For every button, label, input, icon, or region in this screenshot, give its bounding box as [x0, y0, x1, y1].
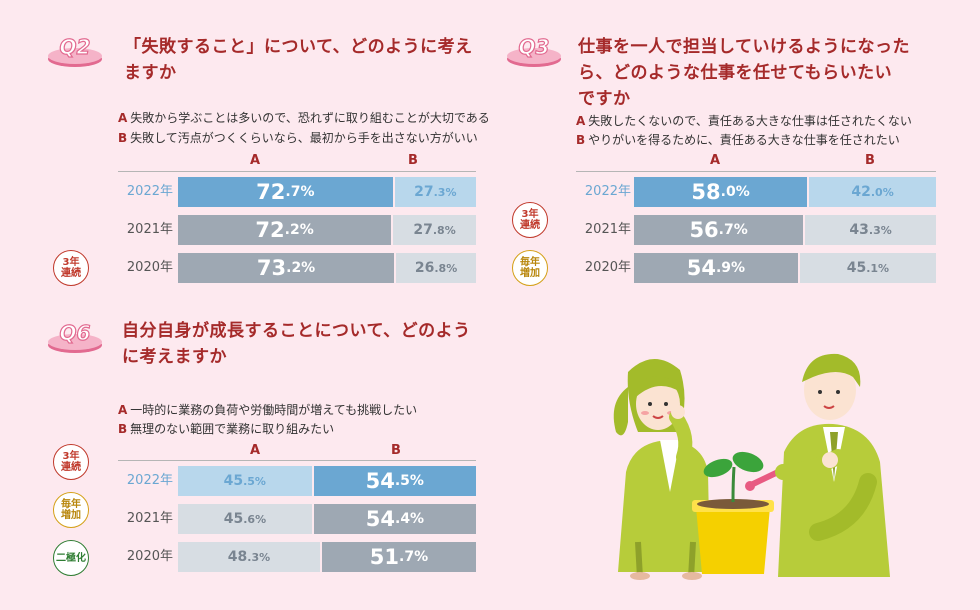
q2-year-label: 2021年: [126, 222, 173, 237]
q3-bar-row: 2022年 58.0% 42.0%: [576, 177, 936, 207]
q3-title: 仕事を一人で担当していけるようになった ら、どのような仕事を任せてもらいたい で…: [578, 34, 948, 112]
q3-stamp-increase-label: 毎年増加: [520, 257, 540, 279]
q3-option-a: A 失敗したくないので、責任ある大きな仕事は任されたくない: [576, 112, 912, 129]
q3-bar-a: 56.7%: [634, 215, 804, 245]
q3-bar-row: 2020年 54.9% 45.1%: [576, 253, 936, 283]
q2-bar-a: 72.7%: [178, 177, 393, 207]
q2-option-a-letter: A: [118, 111, 128, 125]
q6-stamp-polarized-label: 二極化: [56, 552, 86, 564]
q2-bar-row: 2021年 72.2% 27.8%: [118, 215, 476, 245]
q3-option-a-text: 失敗したくないので、責任ある大きな仕事は任されたくない: [588, 114, 912, 128]
q6-year-label: 2020年: [126, 549, 173, 564]
q6-option-a-text: 一時的に業務の負荷や労働時間が増えても挑戦したい: [130, 403, 418, 417]
q2-option-b-letter: B: [118, 131, 128, 145]
q3-title-line2: ら、どのような仕事を任せてもらいたい: [578, 63, 893, 83]
q6-option-a: A 一時的に業務の負荷や労働時間が増えても挑戦したい: [118, 401, 417, 418]
q2-col-a: A: [249, 153, 261, 168]
q2-bar-a: 72.2%: [178, 215, 392, 245]
q2-bar-row: 2020年 73.2% 26.8%: [118, 253, 476, 283]
q6-badge: Q6: [48, 320, 102, 353]
q3-bar-b: 42.0%: [809, 177, 936, 207]
q6-title: 自分自身が成長することについて、どのよう に考えますか: [122, 318, 492, 370]
q2-col-b: B: [408, 153, 418, 168]
q6-stamp-increase: 毎年増加: [53, 492, 89, 528]
q3-bar-a: 58.0%: [634, 177, 808, 207]
q2-title-line1: 「失敗すること」について、どのように考え: [124, 37, 473, 57]
q6-option-b-letter: B: [118, 422, 128, 436]
q3-stamp-increase: 毎年増加: [512, 250, 548, 286]
q3-bar-a: 54.9%: [634, 253, 798, 283]
q6-col-a: A: [249, 443, 261, 458]
q3-divider: [576, 171, 936, 172]
q3-year-label: 2021年: [584, 222, 631, 237]
q2-option-b-text: 失敗して汚点がつくくらいなら、最初から手を出さない方がいい: [130, 131, 478, 145]
q2-year-label: 2022年: [126, 184, 173, 199]
q2-badge: Q2: [48, 34, 102, 67]
q3-stamp-3year: 3年連続: [512, 202, 548, 238]
illustration: [613, 353, 890, 580]
q6-bar-b: 54.5%: [313, 466, 476, 496]
q6-bar-a: 45.6%: [178, 504, 312, 534]
q6-badge-label: Q6: [60, 321, 91, 345]
man-figure: [775, 353, 890, 577]
q6-bar-b: 54.4%: [313, 504, 476, 534]
q3-option-b-text: やりがいを得るために、責任ある大きな仕事を任されたい: [588, 133, 900, 147]
q6-stamp-3year-label: 3年連続: [61, 451, 81, 473]
woman-figure: [613, 358, 710, 580]
q2-bar-b: 27.3%: [394, 177, 476, 207]
q2-option-a-text: 失敗から学ぶことは多いので、恐れずに取り組むことが大切である: [130, 111, 490, 125]
q6-col-b: B: [391, 443, 401, 458]
q6-divider: [118, 460, 476, 461]
q6-bar-a: 45.5%: [178, 466, 312, 496]
q2-title-line2: ますか: [124, 63, 177, 83]
q6-year-label: 2022年: [126, 473, 173, 488]
q2-bar-b: 26.8%: [396, 253, 476, 283]
q2-year-label: 2020年: [126, 260, 173, 275]
q3-year-label: 2020年: [584, 260, 631, 275]
q6-option-b-text: 無理のない範囲で業務に取り組みたい: [130, 422, 335, 436]
q3-option-a-letter: A: [576, 114, 586, 128]
q6-bar-b: 51.7%: [321, 542, 476, 572]
q2-badge-label: Q2: [60, 35, 91, 59]
q3-option-b-letter: B: [576, 133, 586, 147]
q2-option-b: B 失敗して汚点がつくくらいなら、最初から手を出さない方がいい: [118, 129, 478, 146]
q3-bar-row: 2021年 56.7% 43.3%: [576, 215, 936, 245]
q6-bar-row: 2021年 45.6% 54.4%: [118, 504, 476, 534]
q2-stamp-3year-label: 3年連続: [61, 257, 81, 279]
q2-bar-row: 2022年 72.7% 27.3%: [118, 177, 476, 207]
q3-col-b: B: [865, 153, 875, 168]
q6-option-b: B 無理のない範囲で業務に取り組みたい: [118, 420, 334, 437]
plant-pot: [692, 451, 774, 574]
q6-year-label: 2021年: [126, 511, 173, 526]
q3-bar-b: 45.1%: [799, 253, 936, 283]
q3-badge: Q3: [507, 34, 561, 67]
q6-bar-row: 2022年 45.5% 54.5%: [118, 466, 476, 496]
q6-stamp-polarized: 二極化: [53, 540, 89, 576]
q3-option-b: B やりがいを得るために、責任ある大きな仕事を任されたい: [576, 131, 900, 148]
q2-bar-b: 27.8%: [393, 215, 476, 245]
q3-stamp-3year-label: 3年連続: [520, 209, 540, 231]
q2-title: 「失敗すること」について、どのように考え ますか: [124, 34, 484, 86]
q6-bar-row: 2020年 48.3% 51.7%: [118, 542, 476, 572]
q6-stamp-3year: 3年連続: [53, 444, 89, 480]
q6-title-line1: 自分自身が成長することについて、どのよう: [122, 321, 471, 341]
q3-badge-label: Q3: [519, 35, 550, 59]
q3-title-line3: ですか: [578, 89, 631, 109]
q2-stamp-3year: 3年連続: [53, 250, 89, 286]
q3-year-label: 2022年: [584, 184, 631, 199]
q6-bar-a: 48.3%: [178, 542, 320, 572]
q2-divider: [118, 171, 476, 172]
q3-col-a: A: [709, 153, 721, 168]
q6-option-a-letter: A: [118, 403, 128, 417]
q2-bar-a: 73.2%: [178, 253, 395, 283]
q6-stamp-increase-label: 毎年増加: [61, 499, 81, 521]
q3-bar-b: 43.3%: [805, 215, 936, 245]
q2-option-a: A 失敗から学ぶことは多いので、恐れずに取り組むことが大切である: [118, 109, 490, 126]
q3-title-line1: 仕事を一人で担当していけるようになった: [578, 37, 910, 57]
q6-title-line2: に考えますか: [122, 347, 227, 367]
